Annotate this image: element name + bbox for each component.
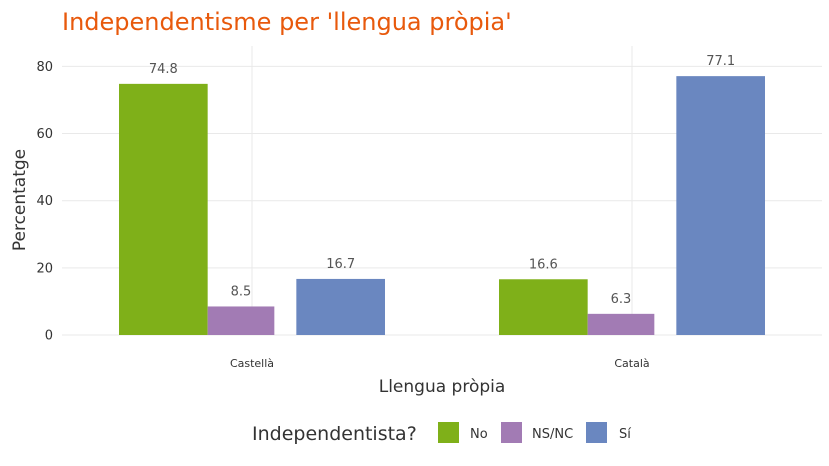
legend-label: No bbox=[470, 427, 488, 442]
y-axis-label: Percentatge bbox=[10, 149, 30, 251]
y-tick-label: 40 bbox=[36, 194, 53, 209]
data-label: 74.8 bbox=[149, 62, 178, 77]
data-label: 77.1 bbox=[706, 54, 735, 69]
y-axis-ticks: 0 20 40 60 80 bbox=[36, 60, 53, 344]
bar-no bbox=[119, 83, 208, 335]
x-tick-label: Català bbox=[614, 357, 649, 370]
legend-key bbox=[438, 422, 459, 443]
legend: Independentista? No NS/NC Sí bbox=[252, 422, 631, 445]
data-label: 6.3 bbox=[611, 292, 632, 307]
y-tick-label: 60 bbox=[36, 127, 53, 142]
legend-title: Independentista? bbox=[252, 423, 417, 445]
bars bbox=[119, 76, 765, 335]
data-labels: 74.8 16.6 8.5 6.3 16.7 77.1 bbox=[149, 54, 735, 307]
y-tick-label: 0 bbox=[45, 329, 53, 344]
data-label: 8.5 bbox=[231, 284, 252, 299]
data-label: 16.6 bbox=[529, 257, 558, 272]
chart-title: Independentisme per 'llengua pròpia' bbox=[62, 8, 512, 36]
bar-s- bbox=[296, 278, 385, 335]
x-tick-label: Castellà bbox=[230, 357, 274, 370]
legend-label: NS/NC bbox=[532, 427, 573, 442]
legend-key bbox=[586, 422, 607, 443]
y-tick-label: 20 bbox=[36, 261, 53, 276]
data-label: 16.7 bbox=[326, 257, 355, 272]
bar-ns-nc bbox=[207, 306, 275, 335]
legend-key bbox=[501, 422, 522, 443]
bar-no bbox=[499, 279, 588, 335]
bar-s- bbox=[676, 76, 765, 335]
x-axis-label: Llengua pròpia bbox=[379, 377, 506, 397]
bar-ns-nc bbox=[587, 313, 655, 335]
legend-label: Sí bbox=[619, 427, 631, 442]
y-tick-label: 80 bbox=[36, 60, 53, 75]
x-axis-ticks: Castellà Català bbox=[230, 357, 650, 370]
